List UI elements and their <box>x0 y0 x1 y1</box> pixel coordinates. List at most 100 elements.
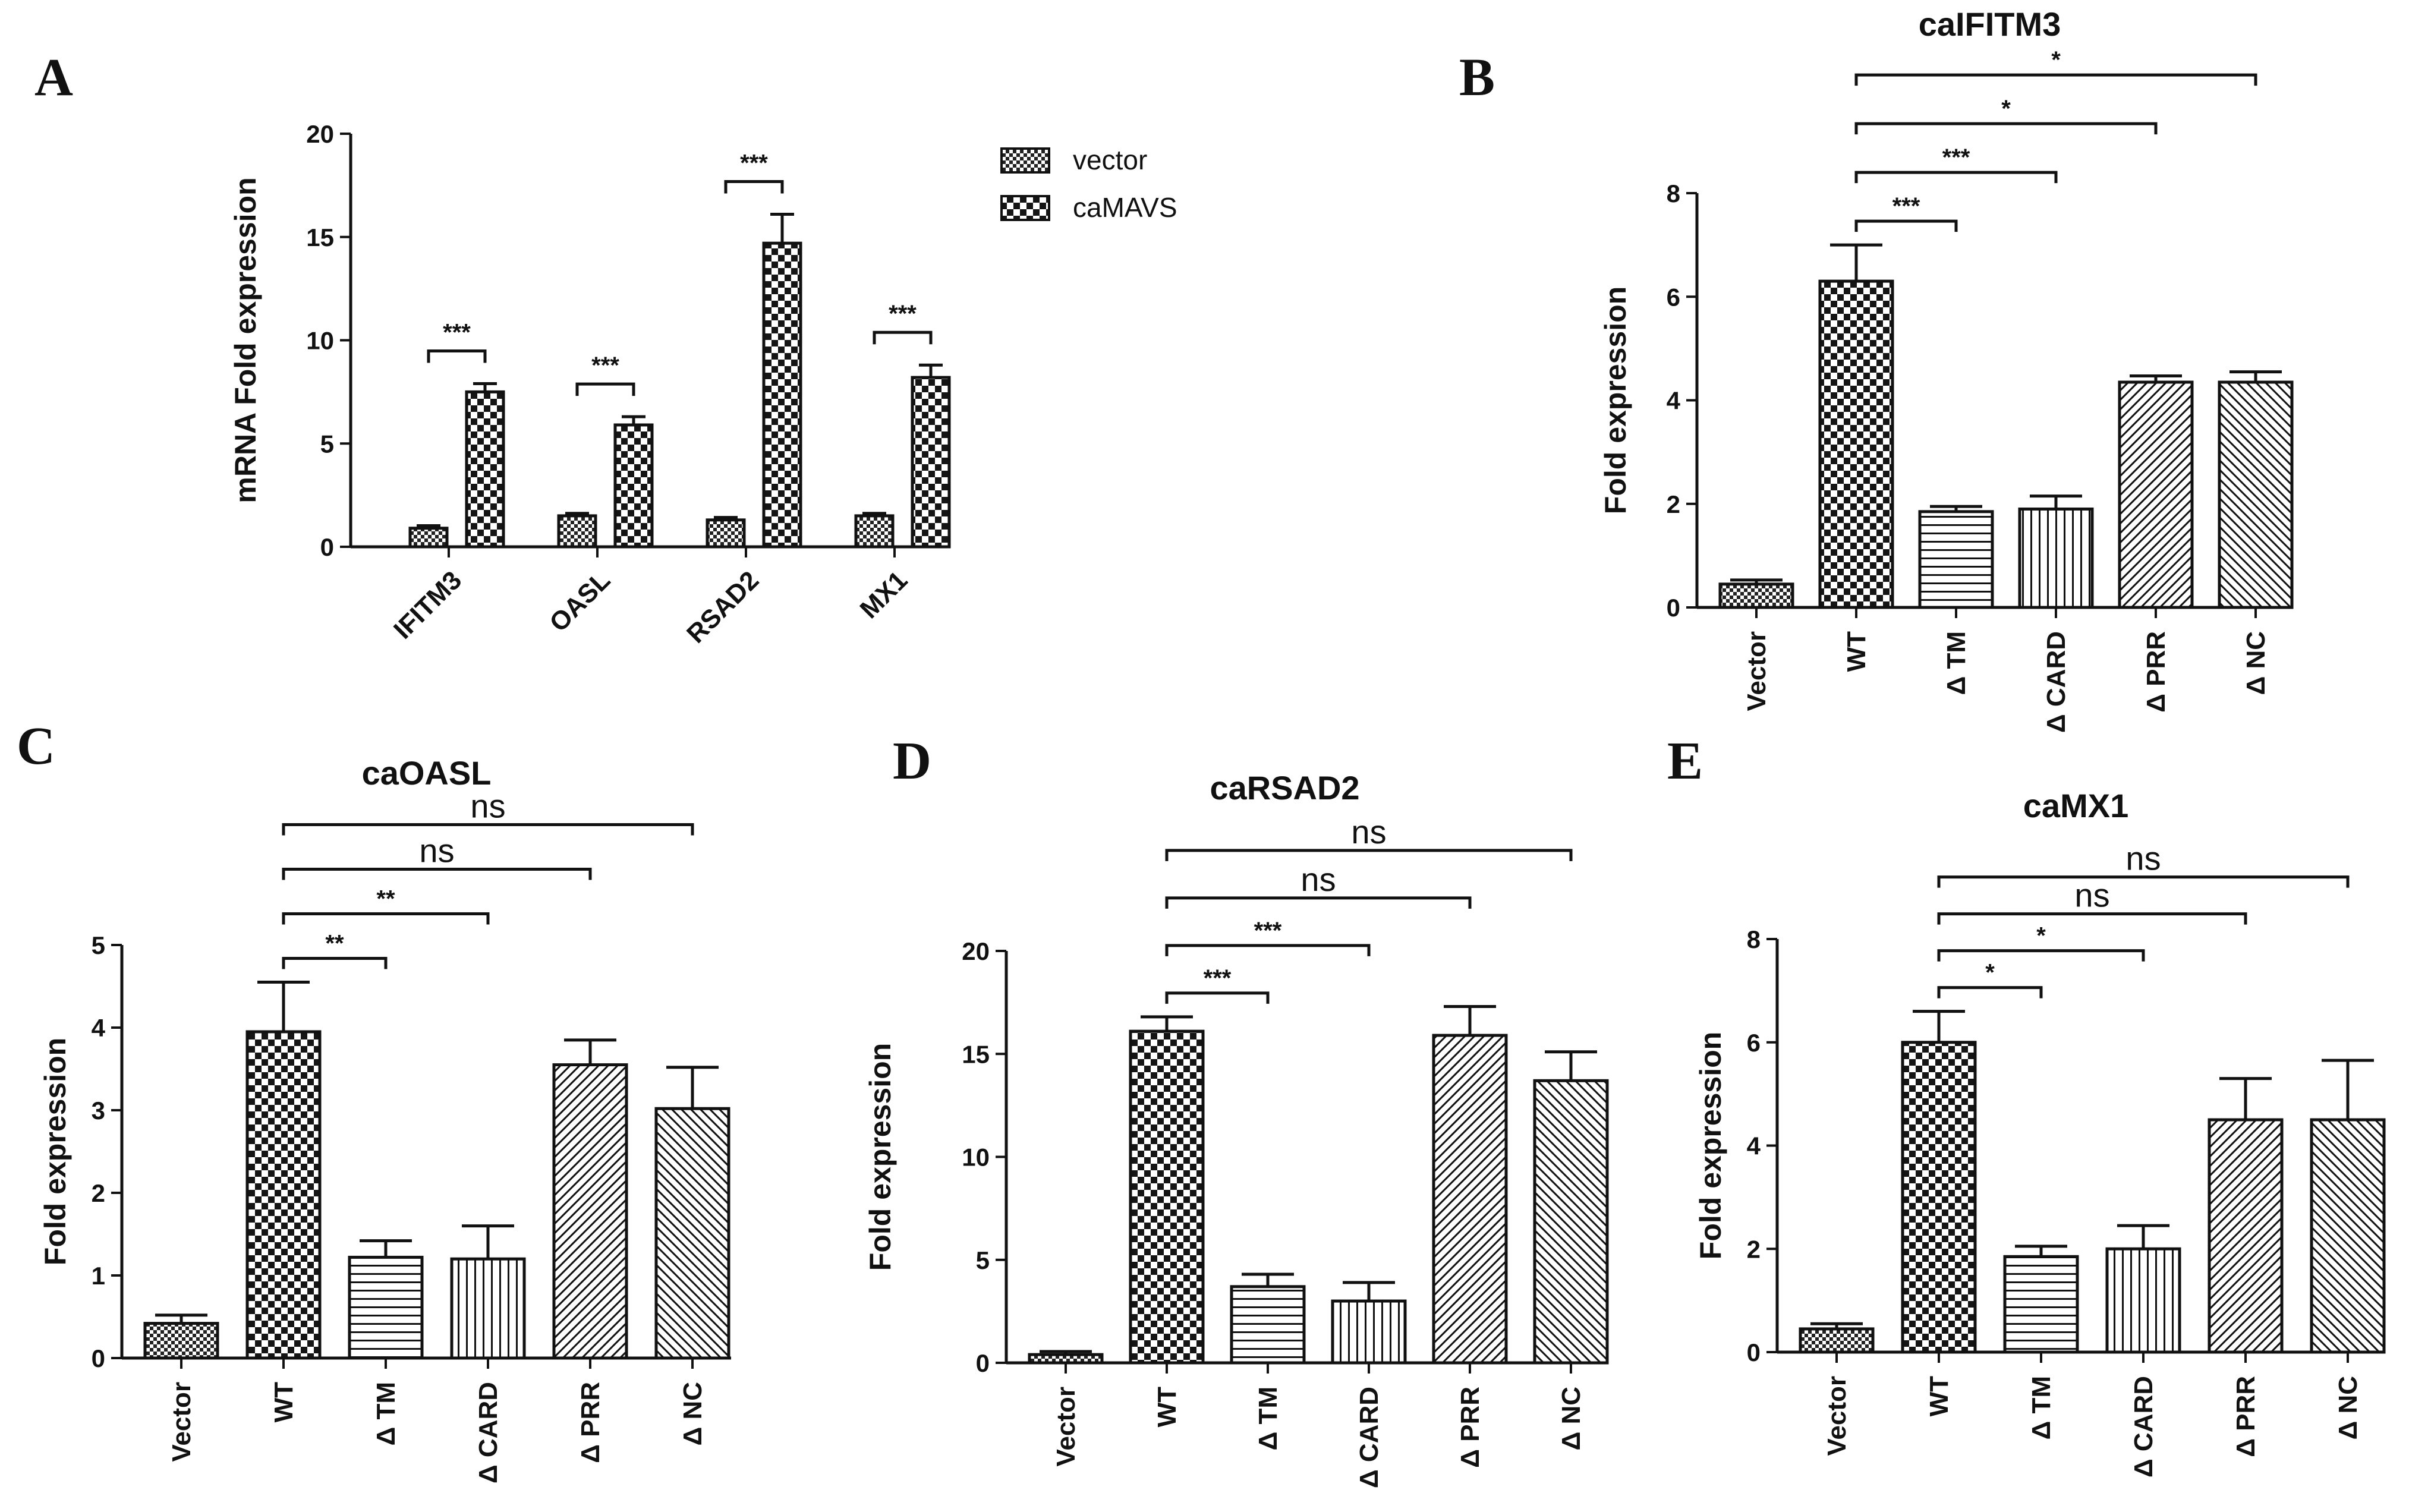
y-tick-label: 15 <box>962 1040 990 1068</box>
x-tick-label-prr: Δ PRR <box>2142 631 2171 713</box>
legend: vector caMAVS <box>1000 144 1177 223</box>
chart-title: caMX1 <box>2023 787 2128 824</box>
bar-camavs-ifitm3 <box>465 390 505 549</box>
chart-panel-b: 0 2 4 6 8 Fold expression caIFITM3 Vector WT Δ TM… <box>1599 5 2294 733</box>
x-tick-label-vector: Vector <box>1822 1376 1851 1456</box>
significance-label: *** <box>889 301 917 327</box>
x-tick-label-mx1: MX1 <box>855 566 914 625</box>
bar-vector-oasl <box>557 514 597 549</box>
significance-label: ns <box>2074 877 2109 914</box>
significance-label: ns <box>2125 840 2161 877</box>
y-tick-label: 10 <box>962 1144 990 1171</box>
y-tick-label: 10 <box>306 327 334 355</box>
x-tick-label-card: Δ CARD <box>2129 1376 2158 1478</box>
legend-label-camavs: caMAVS <box>1073 192 1177 223</box>
significance-bracket <box>1937 875 2350 888</box>
x-tick-label-wt: WT <box>1925 1376 1954 1417</box>
panel-letter-e: E <box>1667 732 1703 790</box>
significance-label: ** <box>325 931 344 957</box>
bar-vector-mx1 <box>854 514 895 549</box>
bar-vector <box>1718 582 1794 609</box>
significance-bracket <box>1165 944 1371 956</box>
significance-bracket <box>1854 122 2158 135</box>
x-tick-label-card: Δ CARD <box>1355 1387 1384 1488</box>
x-tick-label-ifitm3: IFITM3 <box>388 566 467 645</box>
y-tick-label: 0 <box>976 1349 990 1377</box>
y-axis-label: mRNA Fold expression <box>229 177 262 503</box>
y-tick-label: 6 <box>1667 283 1680 311</box>
y-axis-label: Fold expression <box>39 1038 72 1265</box>
bar-wt <box>245 1030 322 1360</box>
y-tick-label: 3 <box>92 1097 105 1124</box>
significance-bracket <box>1937 949 2145 962</box>
bar-tm <box>348 1255 424 1360</box>
significance-label: * <box>2036 923 2046 949</box>
x-tick-label-tm: Δ TM <box>1254 1387 1283 1450</box>
y-tick-label: 5 <box>92 931 105 959</box>
y-tick-label: 4 <box>1667 387 1681 415</box>
panel-letter-c: C <box>17 717 55 776</box>
legend-label-vector: vector <box>1073 144 1147 175</box>
significance-label: ns <box>419 832 454 870</box>
significance-bracket <box>1165 849 1573 861</box>
significance-bracket <box>282 912 490 925</box>
y-tick-label: 2 <box>1667 490 1680 518</box>
bar-prr <box>552 1063 628 1360</box>
y-tick-label: 8 <box>1667 179 1680 207</box>
chart-title: caRSAD2 <box>1210 769 1359 807</box>
significance-label: * <box>2051 47 2061 73</box>
x-tick-label-tm: Δ TM <box>2027 1376 2056 1439</box>
y-tick-label: 5 <box>976 1246 990 1274</box>
significance-bracket <box>282 868 592 880</box>
significance-label: *** <box>1254 918 1282 944</box>
x-tick-label-nc: Δ NC <box>678 1382 707 1445</box>
x-tick-label-rsad2: RSAD2 <box>681 566 764 649</box>
chart-title: caIFITM3 <box>1919 5 2061 43</box>
x-tick-label-prr: Δ PRR <box>1456 1387 1485 1468</box>
significance-bracket <box>1165 991 1270 1004</box>
significance-label: * <box>2001 96 2011 122</box>
significance-label: * <box>1985 960 1995 986</box>
y-axis-label: Fold expression <box>1599 286 1632 514</box>
x-tick-label-nc: Δ NC <box>2334 1376 2363 1439</box>
significance-label: *** <box>591 352 619 379</box>
x-tick-label-nc: Δ NC <box>1557 1387 1586 1450</box>
chart-panel-a: 0 5 10 15 20 mRNA Fold expression IFITM3 *** OAS… <box>229 120 1177 649</box>
significance-label: *** <box>1892 193 1920 219</box>
y-tick-label: 0 <box>92 1344 105 1372</box>
bar-card <box>1331 1299 1407 1365</box>
significance-bracket <box>575 382 635 396</box>
bar-prr <box>2208 1118 2284 1354</box>
x-tick-label-card: Δ CARD <box>474 1382 503 1483</box>
significance-bracket <box>282 957 388 969</box>
y-tick-label: 0 <box>1667 594 1680 622</box>
bar-nc <box>2218 380 2294 609</box>
panel-letter-a: A <box>34 48 73 107</box>
bar-vector <box>143 1322 219 1360</box>
bar-nc <box>2310 1118 2386 1354</box>
bar-camavs-rsad2 <box>762 241 802 549</box>
significance-bracket <box>1937 912 2247 925</box>
bar-vector <box>1799 1327 1875 1354</box>
y-tick-label: 0 <box>1747 1338 1761 1366</box>
x-tick-label-prr: Δ PRR <box>2231 1376 2260 1457</box>
y-tick-label: 0 <box>320 533 334 561</box>
significance-label: *** <box>740 150 768 177</box>
significance-bracket <box>1854 219 1958 232</box>
x-tick-label-nc: Δ NC <box>2241 631 2271 695</box>
bar-vector-ifitm3 <box>408 527 449 549</box>
bar-camavs-mx1 <box>911 376 951 549</box>
significance-label: ns <box>470 788 505 825</box>
x-tick-label-tm: Δ TM <box>371 1382 401 1445</box>
y-tick-label: 5 <box>320 430 334 458</box>
significance-bracket <box>282 823 694 836</box>
y-tick-label: 2 <box>1747 1235 1761 1263</box>
y-tick-label: 4 <box>1747 1132 1761 1160</box>
legend-swatch-camavs <box>1000 195 1050 221</box>
y-tick-label: 20 <box>306 120 334 148</box>
panel-letter-d: D <box>893 732 931 790</box>
bar-card <box>2018 507 2094 609</box>
bar-tm <box>1230 1285 1306 1365</box>
y-tick-label: 6 <box>1747 1029 1761 1057</box>
significance-bracket <box>1937 986 2043 998</box>
